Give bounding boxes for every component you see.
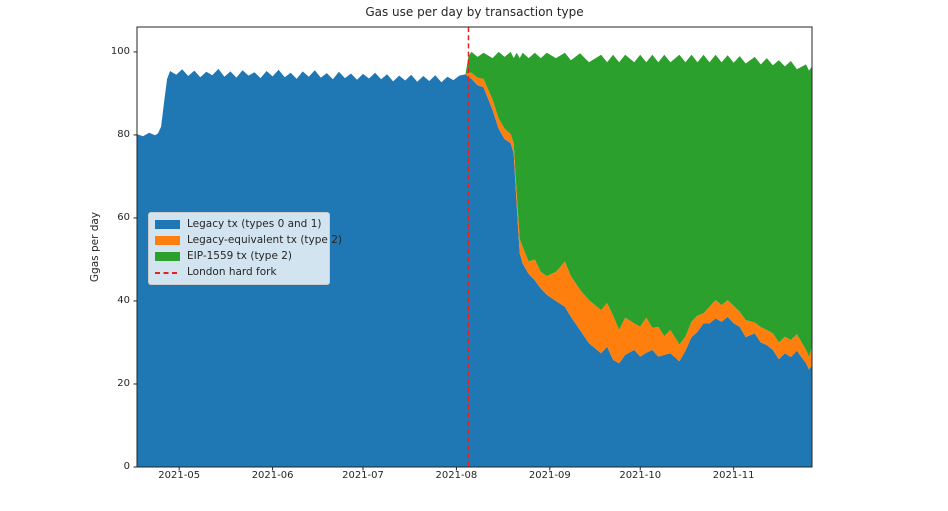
- y-tick-label: 0: [123, 461, 130, 472]
- legend-item: Legacy tx (types 0 and 1): [155, 218, 321, 231]
- area-legacy-tx: [137, 68, 812, 468]
- legend-item: Legacy-equivalent tx (type 2): [155, 234, 342, 247]
- x-tick-label: 2021-05: [158, 470, 201, 481]
- legend-swatch-icon: [155, 220, 180, 229]
- x-tick-label: 2021-10: [619, 470, 662, 481]
- legend-label: London hard fork: [187, 266, 277, 278]
- area-eip1559-tx: [137, 51, 812, 358]
- legend-swatch-icon: [155, 252, 180, 261]
- y-tick-label: 100: [110, 45, 130, 57]
- legend-swatch-icon: [155, 236, 180, 245]
- y-tick-label: 60: [117, 211, 130, 223]
- x-tick-label: 2021-11: [712, 470, 755, 481]
- legend-item: London hard fork: [155, 266, 321, 279]
- x-tick-label: 2021-06: [251, 470, 294, 481]
- chart-title: Gas use per day by transaction type: [365, 5, 584, 19]
- y-tick-label: 80: [117, 128, 130, 140]
- legend-dashed-line-icon: [155, 271, 180, 274]
- legend: Legacy tx (types 0 and 1) Legacy-equivale…: [148, 212, 342, 285]
- x-tick-label: 2021-08: [435, 470, 478, 481]
- axes-border: [136, 26, 813, 468]
- legend-item: EIP-1559 tx (type 2): [155, 250, 321, 263]
- legend-label: EIP-1559 tx (type 2): [187, 250, 293, 262]
- legend-label: Legacy-equivalent tx (type 2): [187, 234, 342, 246]
- y-tick-label: 20: [117, 377, 130, 389]
- x-tick-label: 2021-07: [342, 470, 384, 481]
- y-tick-label: 40: [117, 294, 130, 306]
- legend-label: Legacy tx (types 0 and 1): [187, 218, 322, 230]
- x-tick-label: 2021-09: [528, 470, 571, 481]
